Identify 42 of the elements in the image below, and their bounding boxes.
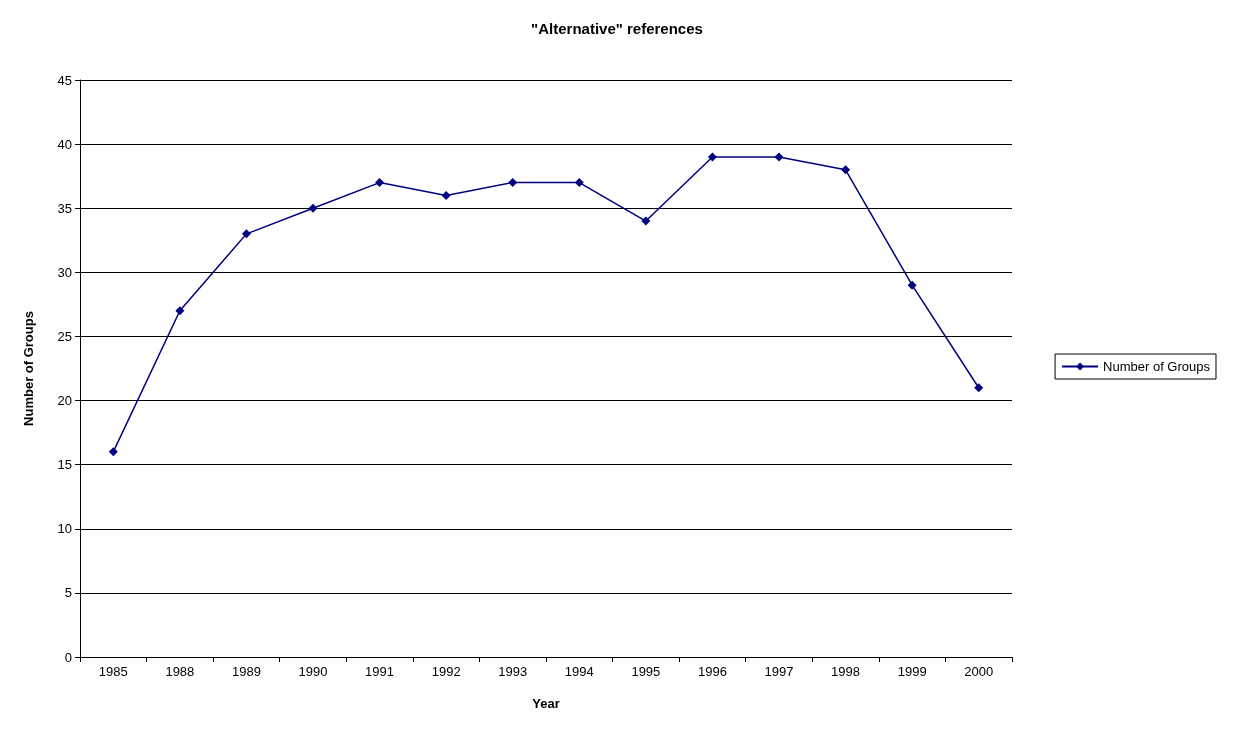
point (108, 447, 118, 457)
point (441, 190, 451, 200)
y-tick-label: 40 (57, 136, 72, 152)
y-tick-label: 30 (57, 264, 72, 280)
chart-title: "Alternative" references (531, 20, 703, 37)
x-axis-title: Year (532, 696, 560, 711)
point (974, 383, 984, 393)
point (574, 178, 584, 188)
x-tick-label: 1993 (498, 664, 528, 679)
x-tick-label: 1989 (231, 664, 261, 679)
y-tick-label: 10 (57, 521, 72, 537)
x-tick-label: 1985 (98, 664, 128, 679)
x-tick-label: 1995 (631, 664, 661, 679)
x-tick-label: 1994 (564, 664, 594, 679)
y-tick-label: 45 (57, 72, 72, 88)
point (841, 165, 851, 175)
legend-label: Number of Groups (1103, 359, 1211, 374)
point (241, 229, 251, 239)
x-tick-label: 1996 (697, 664, 727, 679)
y-tick-label: 5 (64, 585, 72, 601)
y-tick-label: 0 (64, 649, 72, 665)
x-tick-label: 1997 (764, 664, 794, 679)
point (641, 216, 651, 226)
x-tick-label: 1988 (165, 664, 195, 679)
y-tick-label: 15 (57, 457, 72, 473)
x-tick-label: 1998 (831, 664, 861, 679)
point (175, 306, 185, 316)
point (907, 280, 917, 290)
point (508, 178, 518, 188)
x-tick-label: 1999 (897, 664, 927, 679)
x-tick-label: 1992 (431, 664, 461, 679)
point (308, 203, 318, 213)
y-tick-label: 25 (57, 328, 72, 344)
x-tick-label: 1990 (298, 664, 328, 679)
y-tick-label: 20 (57, 393, 72, 409)
point (375, 178, 385, 188)
y-tick-label: 35 (57, 200, 72, 216)
x-tick-label: 2000 (964, 664, 994, 679)
x-tick-label: 1991 (365, 664, 395, 679)
y-axis-title: Number of Groups (21, 311, 36, 426)
point (707, 152, 717, 162)
point (774, 152, 784, 162)
